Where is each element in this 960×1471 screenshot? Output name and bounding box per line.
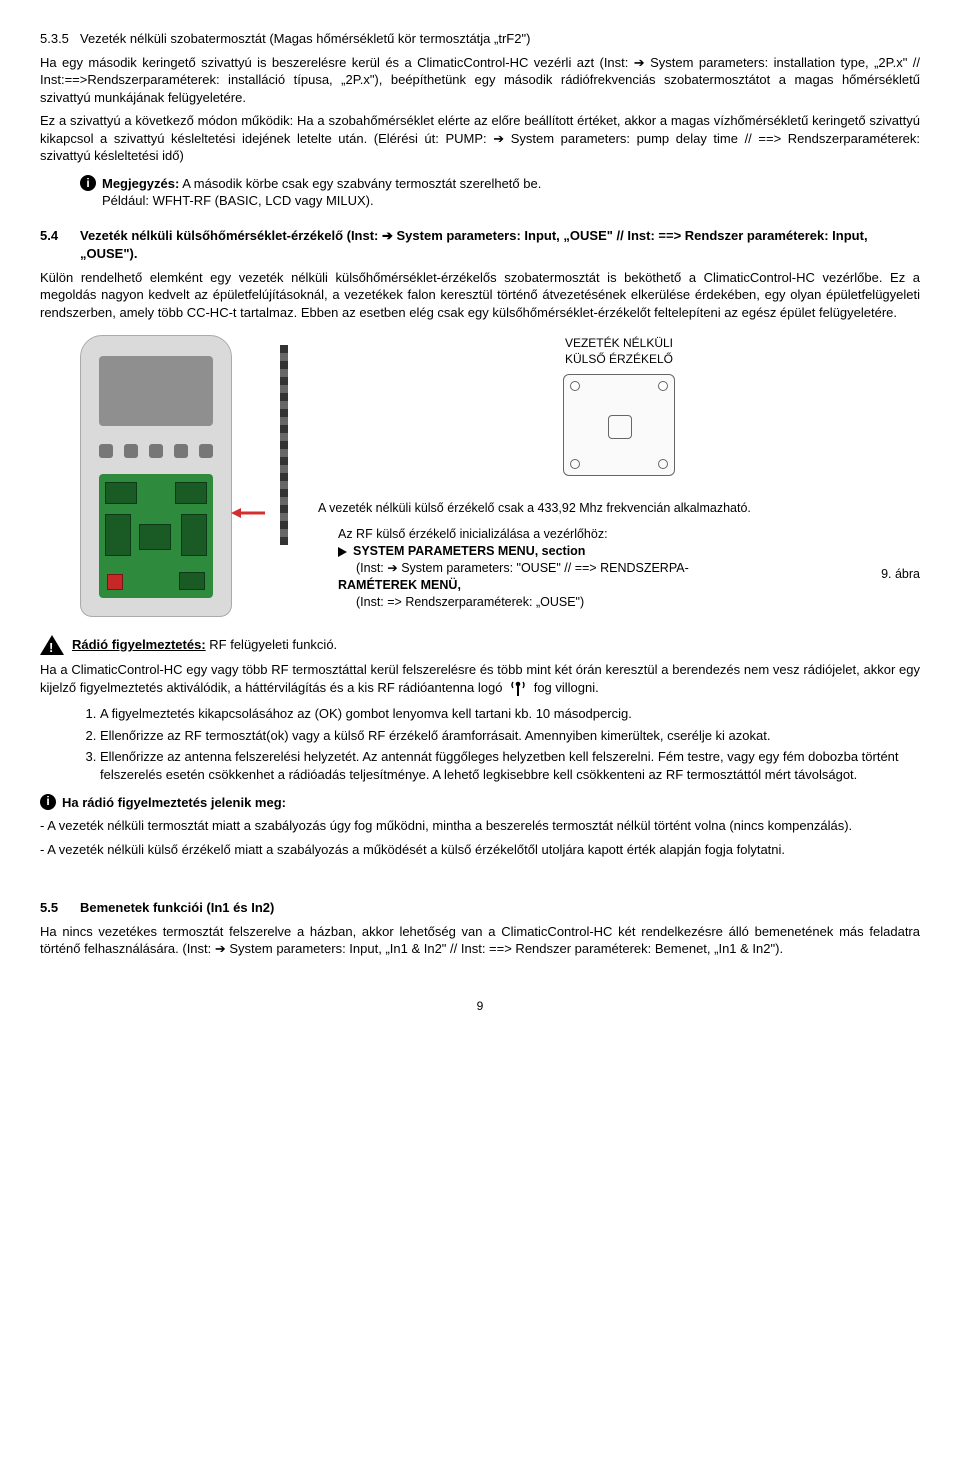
- info-icon: i: [80, 175, 96, 191]
- section-55-heading: 5.5 Bemenetek funkciói (In1 és In2): [40, 899, 920, 917]
- section-title: Vezeték nélküli szobatermosztát (Magas h…: [80, 30, 920, 48]
- page-number: 9: [40, 998, 920, 1014]
- frequency-note: A vezeték nélküli külső érzékelő csak a …: [318, 500, 920, 517]
- radio-note-title: Ha rádió figyelmeztetés jelenik meg:: [62, 794, 286, 812]
- section-535-heading: 5.3.5 Vezeték nélküli szobatermosztát (M…: [40, 30, 920, 48]
- s54-p1: Külön rendelhető elemként egy vezeték né…: [40, 269, 920, 322]
- note-label: Megjegyzés:: [102, 176, 179, 191]
- section-num: 5.3.5: [40, 30, 80, 48]
- warning-title: Rádió figyelmeztetés: RF felügyeleti fun…: [72, 636, 337, 654]
- controller-device: [80, 335, 232, 617]
- section-54-heading: 5.4 Vezeték nélküli külsőhőmérséklet-érz…: [40, 227, 920, 262]
- init-line3: (Inst: ➔ System parameters: "OUSE" // ==…: [356, 560, 920, 577]
- section-num: 5.4: [40, 227, 80, 262]
- list-item: Ellenőrizze az antenna felszerelési hely…: [100, 748, 920, 783]
- sensor-label: VEZETÉK NÉLKÜLIKÜLSŐ ÉRZÉKELŐ: [318, 335, 920, 367]
- info-icon: i: [40, 794, 56, 810]
- init-line4: RAMÉTEREK MENÜ,: [338, 577, 920, 594]
- note-example: Például: WFHT-RF (BASIC, LCD vagy MILUX)…: [102, 192, 541, 210]
- s535-note: i Megjegyzés: A második körbe csak egy s…: [80, 175, 920, 210]
- radio-steps-list: A figyelmeztetés kikapcsolásához az (OK)…: [100, 705, 920, 783]
- antenna-icon: [510, 679, 526, 697]
- arrow-right-icon: [338, 547, 347, 557]
- list-item: Ellenőrizze az RF termosztát(ok) vagy a …: [100, 727, 920, 745]
- figure-9: VEZETÉK NÉLKÜLIKÜLSŐ ÉRZÉKELŐ A vezeték …: [80, 335, 920, 617]
- antenna-graphic: [280, 345, 288, 545]
- device-column: [80, 335, 270, 617]
- figure-number: 9. ábra: [881, 566, 920, 583]
- outdoor-sensor-graphic: [563, 374, 675, 476]
- note-text: Megjegyzés: A második körbe csak egy sza…: [102, 175, 541, 210]
- warning-triangle-icon: [40, 635, 64, 655]
- radio-note-p1: - A vezeték nélküli termosztát miatt a s…: [40, 817, 920, 835]
- init-line5: (Inst: => Rendszerparaméterek: „OUSE"): [356, 594, 920, 611]
- list-item: A figyelmeztetés kikapcsolásához az (OK)…: [100, 705, 920, 723]
- s535-p2: Ez a szivattyú a következő módon működik…: [40, 112, 920, 165]
- red-arrow-icon: [231, 506, 265, 520]
- radio-note: i Ha rádió figyelmeztetés jelenik meg:: [40, 794, 920, 812]
- note-body: A második körbe csak egy szabvány termos…: [179, 176, 541, 191]
- radio-note-p2: - A vezeték nélküli külső érzékelő miatt…: [40, 841, 920, 859]
- section-title: Bemenetek funkciói (In1 és In2): [80, 899, 920, 917]
- section-num: 5.5: [40, 899, 80, 917]
- figure-right-column: VEZETÉK NÉLKÜLIKÜLSŐ ÉRZÉKELŐ A vezeték …: [318, 335, 920, 611]
- radio-warning-heading: Rádió figyelmeztetés: RF felügyeleti fun…: [40, 635, 920, 655]
- radio-p1: Ha a ClimaticControl-HC egy vagy több RF…: [40, 661, 920, 697]
- s55-p1: Ha nincs vezetékes termosztát felszerelv…: [40, 923, 920, 958]
- device-keypad: [99, 444, 213, 460]
- init-line1: Az RF külső érzékelő inicializálása a ve…: [338, 526, 920, 543]
- device-screen: [99, 356, 213, 426]
- device-pcb: [99, 474, 213, 598]
- init-block: Az RF külső érzékelő inicializálása a ve…: [338, 526, 920, 610]
- init-line2: SYSTEM PARAMETERS MENU, section: [338, 543, 920, 560]
- section-title: Vezeték nélküli külsőhőmérséklet-érzékel…: [80, 227, 920, 262]
- s535-p1: Ha egy második keringető szivattyú is be…: [40, 54, 920, 107]
